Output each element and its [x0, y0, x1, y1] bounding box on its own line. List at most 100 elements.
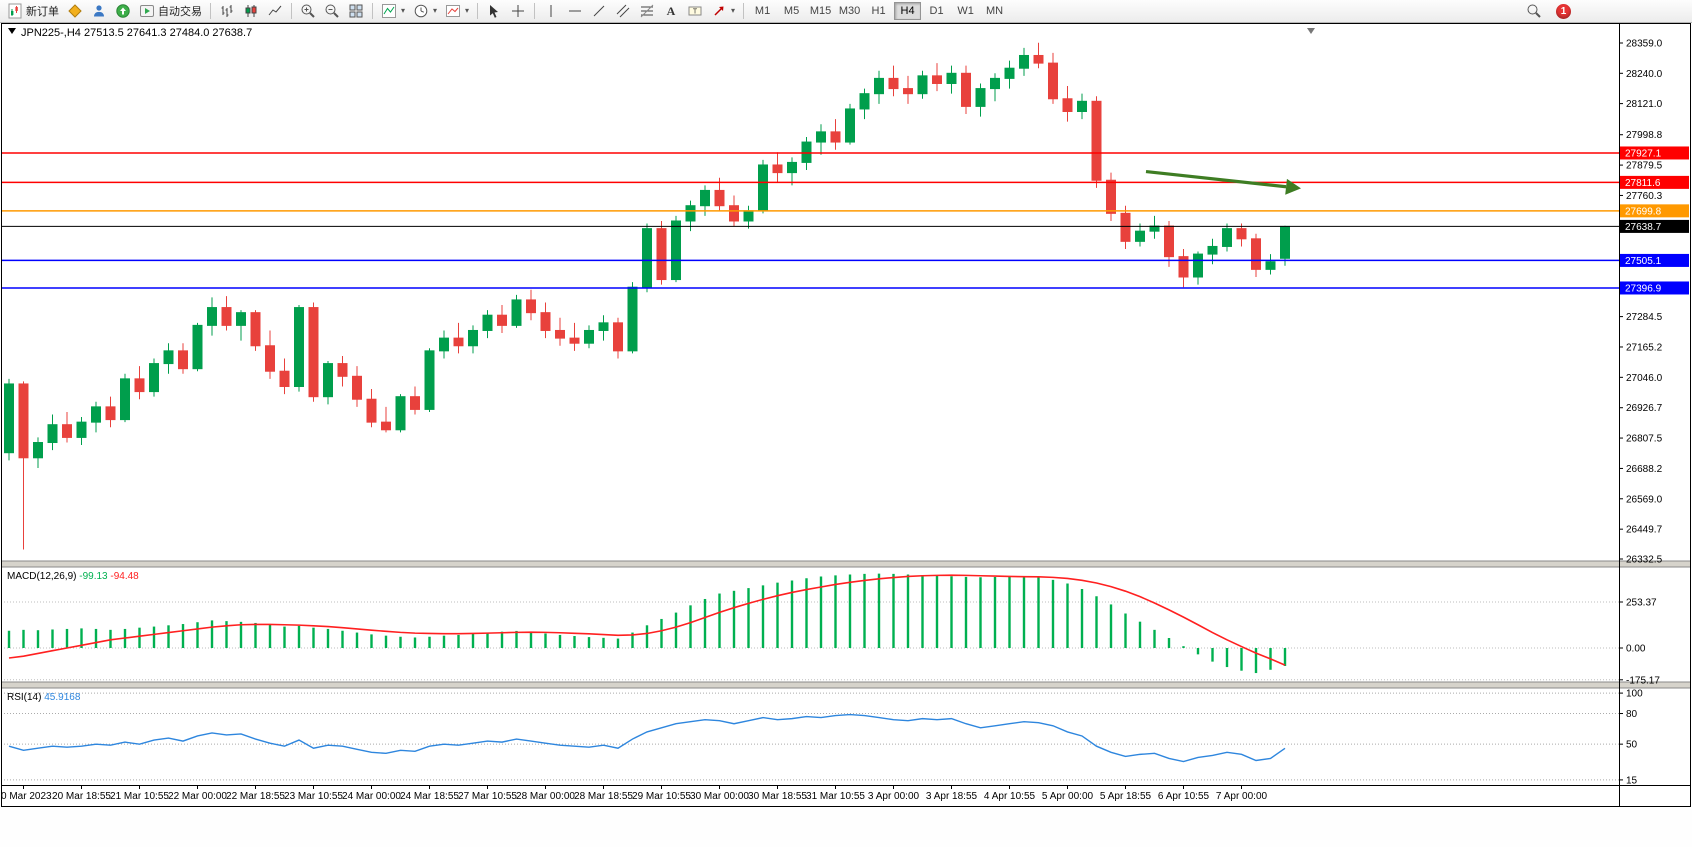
candle-body	[497, 314, 507, 326]
candle-body	[685, 205, 696, 222]
clock-icon	[414, 4, 428, 18]
rsi-axis-label: 80	[1626, 709, 1638, 720]
candle-body	[381, 421, 391, 431]
symbol-ohlc-label: JPN225-,H4 27513.5 27641.3 27484.0 27638…	[21, 27, 252, 39]
time-axis-label: 5 Apr 18:55	[1100, 791, 1152, 802]
candle-body	[1106, 179, 1116, 214]
notification-badge[interactable]: 1	[1556, 3, 1571, 19]
candle-body	[729, 205, 739, 222]
candle-body	[540, 312, 551, 331]
candle-body	[62, 424, 72, 438]
horizontal-line-icon	[569, 10, 582, 12]
candle-body	[1077, 100, 1087, 112]
candle-body	[932, 75, 942, 84]
candle-body	[859, 93, 870, 110]
cursor-button[interactable]	[482, 1, 506, 21]
candle-body	[845, 108, 855, 143]
zoom-in-icon	[301, 4, 315, 18]
equidistant-channel-button[interactable]	[611, 1, 635, 21]
candle-body	[511, 299, 522, 326]
price-axis-label: 26449.7	[1626, 525, 1663, 536]
arrows-button[interactable]: ▾	[707, 1, 739, 21]
pane-splitter[interactable]	[1, 560, 1691, 568]
templates-button[interactable]: ▾	[441, 1, 473, 21]
price-badge	[1620, 281, 1689, 295]
chart-shift-marker[interactable]	[1307, 28, 1315, 34]
crosshair-button[interactable]	[506, 1, 530, 21]
fibonacci-button[interactable]	[635, 1, 659, 21]
autotrading-button[interactable]: 自动交易	[135, 1, 206, 21]
vertical-line-icon	[550, 5, 552, 17]
price-axis-label: 27760.3	[1626, 191, 1663, 202]
tile-windows-icon	[349, 4, 363, 18]
tf-h1-button[interactable]: H1	[865, 2, 892, 20]
chart-line-button[interactable]	[263, 1, 287, 21]
time-axis-label: 23 Mar 10:55	[284, 791, 343, 802]
zoom-out-button[interactable]	[320, 1, 344, 21]
trend-arrow[interactable]	[1145, 169, 1301, 195]
candle-body	[990, 77, 1000, 90]
price-axis-label: 26332.5	[1626, 555, 1663, 566]
text-label-button[interactable]: T	[683, 1, 707, 21]
macd-axis-label: 253.37	[1626, 598, 1657, 609]
mql5-button[interactable]	[63, 1, 87, 21]
candle-body	[874, 77, 884, 95]
tf-m5-button[interactable]: M5	[778, 2, 805, 20]
tf-d1-button[interactable]: D1	[923, 2, 950, 20]
tf-h4-button[interactable]: H4	[894, 2, 922, 20]
price-badge-label: 27927.1	[1625, 148, 1662, 159]
candle-body	[91, 406, 101, 423]
horizontal-line-button[interactable]	[563, 1, 587, 21]
chart-candlesticks-button[interactable]	[239, 1, 263, 21]
search-button[interactable]	[1522, 1, 1546, 21]
candle-body	[555, 329, 565, 339]
pane-splitter[interactable]	[1, 681, 1691, 689]
new-order-button[interactable]: 新订单	[3, 1, 63, 21]
candle-body	[1207, 245, 1218, 255]
chart-area[interactable]: 28359.0 28240.0 28121.0 27998.8 27879.5 27760…	[1, 23, 1691, 807]
community-button[interactable]	[87, 1, 111, 21]
time-axis-label: 28 Mar 00:00	[516, 791, 575, 802]
horizontal-level-lines[interactable]	[1, 152, 1619, 289]
candle-body	[569, 337, 580, 344]
candle-body	[120, 378, 130, 421]
periods-button[interactable]: ▾	[409, 1, 441, 21]
tf-m30-button[interactable]: M30	[836, 2, 863, 20]
candle-body	[308, 307, 319, 398]
time-axis-label: 27 Mar 10:55	[458, 791, 517, 802]
price-axis-label: 26807.5	[1626, 434, 1663, 445]
candle-body	[337, 363, 348, 377]
indicators-button[interactable]: ▾	[377, 1, 409, 21]
time-axis-label: 30 Mar 18:55	[748, 791, 807, 802]
vertical-line-button[interactable]	[539, 1, 563, 21]
candle-body	[163, 350, 174, 365]
rsi-axis-label: 50	[1626, 740, 1638, 751]
chart-window: 28359.0 28240.0 28121.0 27998.8 27879.5 27760…	[1, 23, 1691, 807]
price-axis[interactable]: 28359.0 28240.0 28121.0 27998.8 27879.5 27760…	[1619, 39, 1689, 787]
price-axis-label: 27998.8	[1626, 130, 1663, 141]
tf-mn-button[interactable]: MN	[981, 2, 1008, 20]
macd-pane	[7, 573, 1287, 674]
toolbar-separator	[210, 3, 211, 19]
tf-w1-button[interactable]: W1	[952, 2, 979, 20]
search-icon	[1527, 4, 1541, 18]
candle-body	[294, 307, 304, 387]
candle-body	[1222, 228, 1232, 247]
trendline-button[interactable]	[587, 1, 611, 21]
zoom-in-button[interactable]	[296, 1, 320, 21]
chart-bars-button[interactable]	[215, 1, 239, 21]
chart-border	[1, 23, 1691, 807]
price-axis-label: 26688.2	[1626, 464, 1663, 475]
candle-body	[613, 322, 623, 352]
candle-body	[395, 396, 406, 431]
one-click-trading-arrow[interactable]	[8, 28, 16, 34]
market-button[interactable]	[111, 1, 135, 21]
candle-body	[946, 72, 957, 84]
tile-windows-button[interactable]	[344, 1, 368, 21]
tf-m15-button[interactable]: M15	[807, 2, 834, 20]
tf-m1-button[interactable]: M1	[749, 2, 776, 20]
candle-body	[250, 312, 261, 347]
time-axis[interactable]: 20 Mar 2023 20 Mar 18:55 21 Mar 10:55 22 Ma…	[1, 785, 1268, 802]
rsi-axis-label: 100	[1626, 689, 1643, 700]
text-button[interactable]: A	[659, 1, 683, 21]
